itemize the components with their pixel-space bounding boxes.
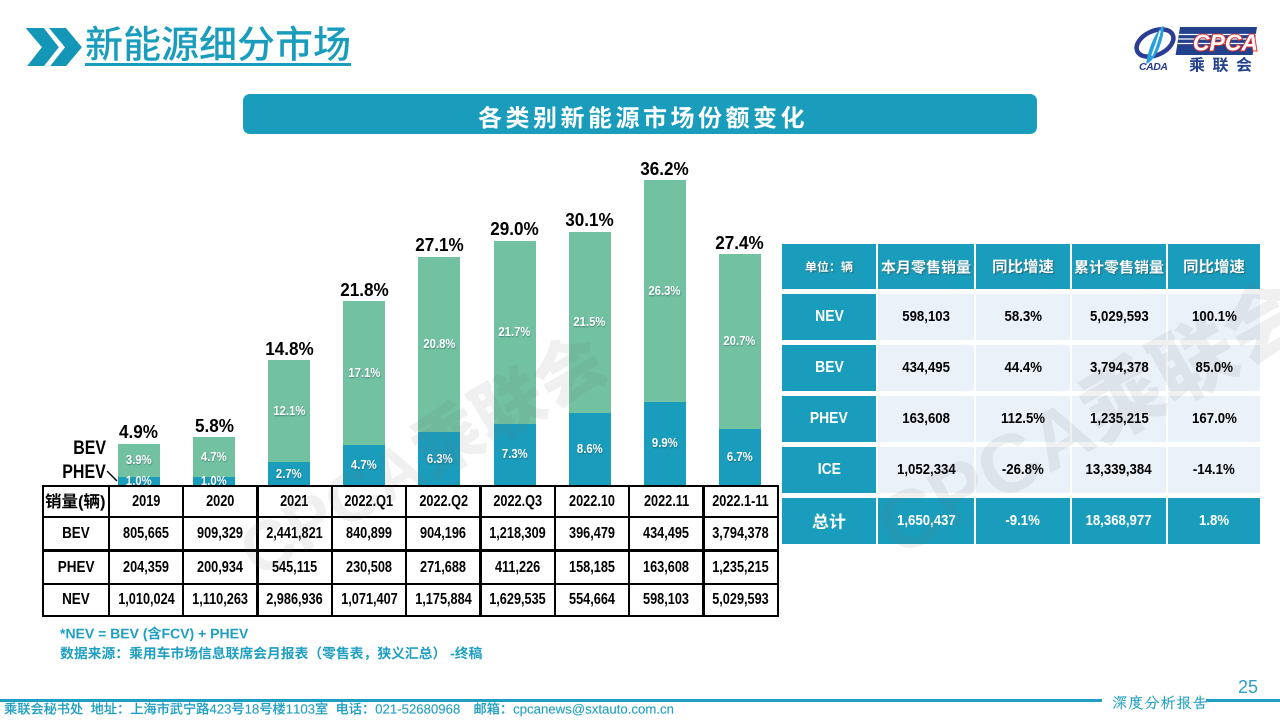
svg-text:CADA: CADA bbox=[1139, 61, 1168, 73]
svg-text:CPCA: CPCA bbox=[1193, 30, 1258, 56]
